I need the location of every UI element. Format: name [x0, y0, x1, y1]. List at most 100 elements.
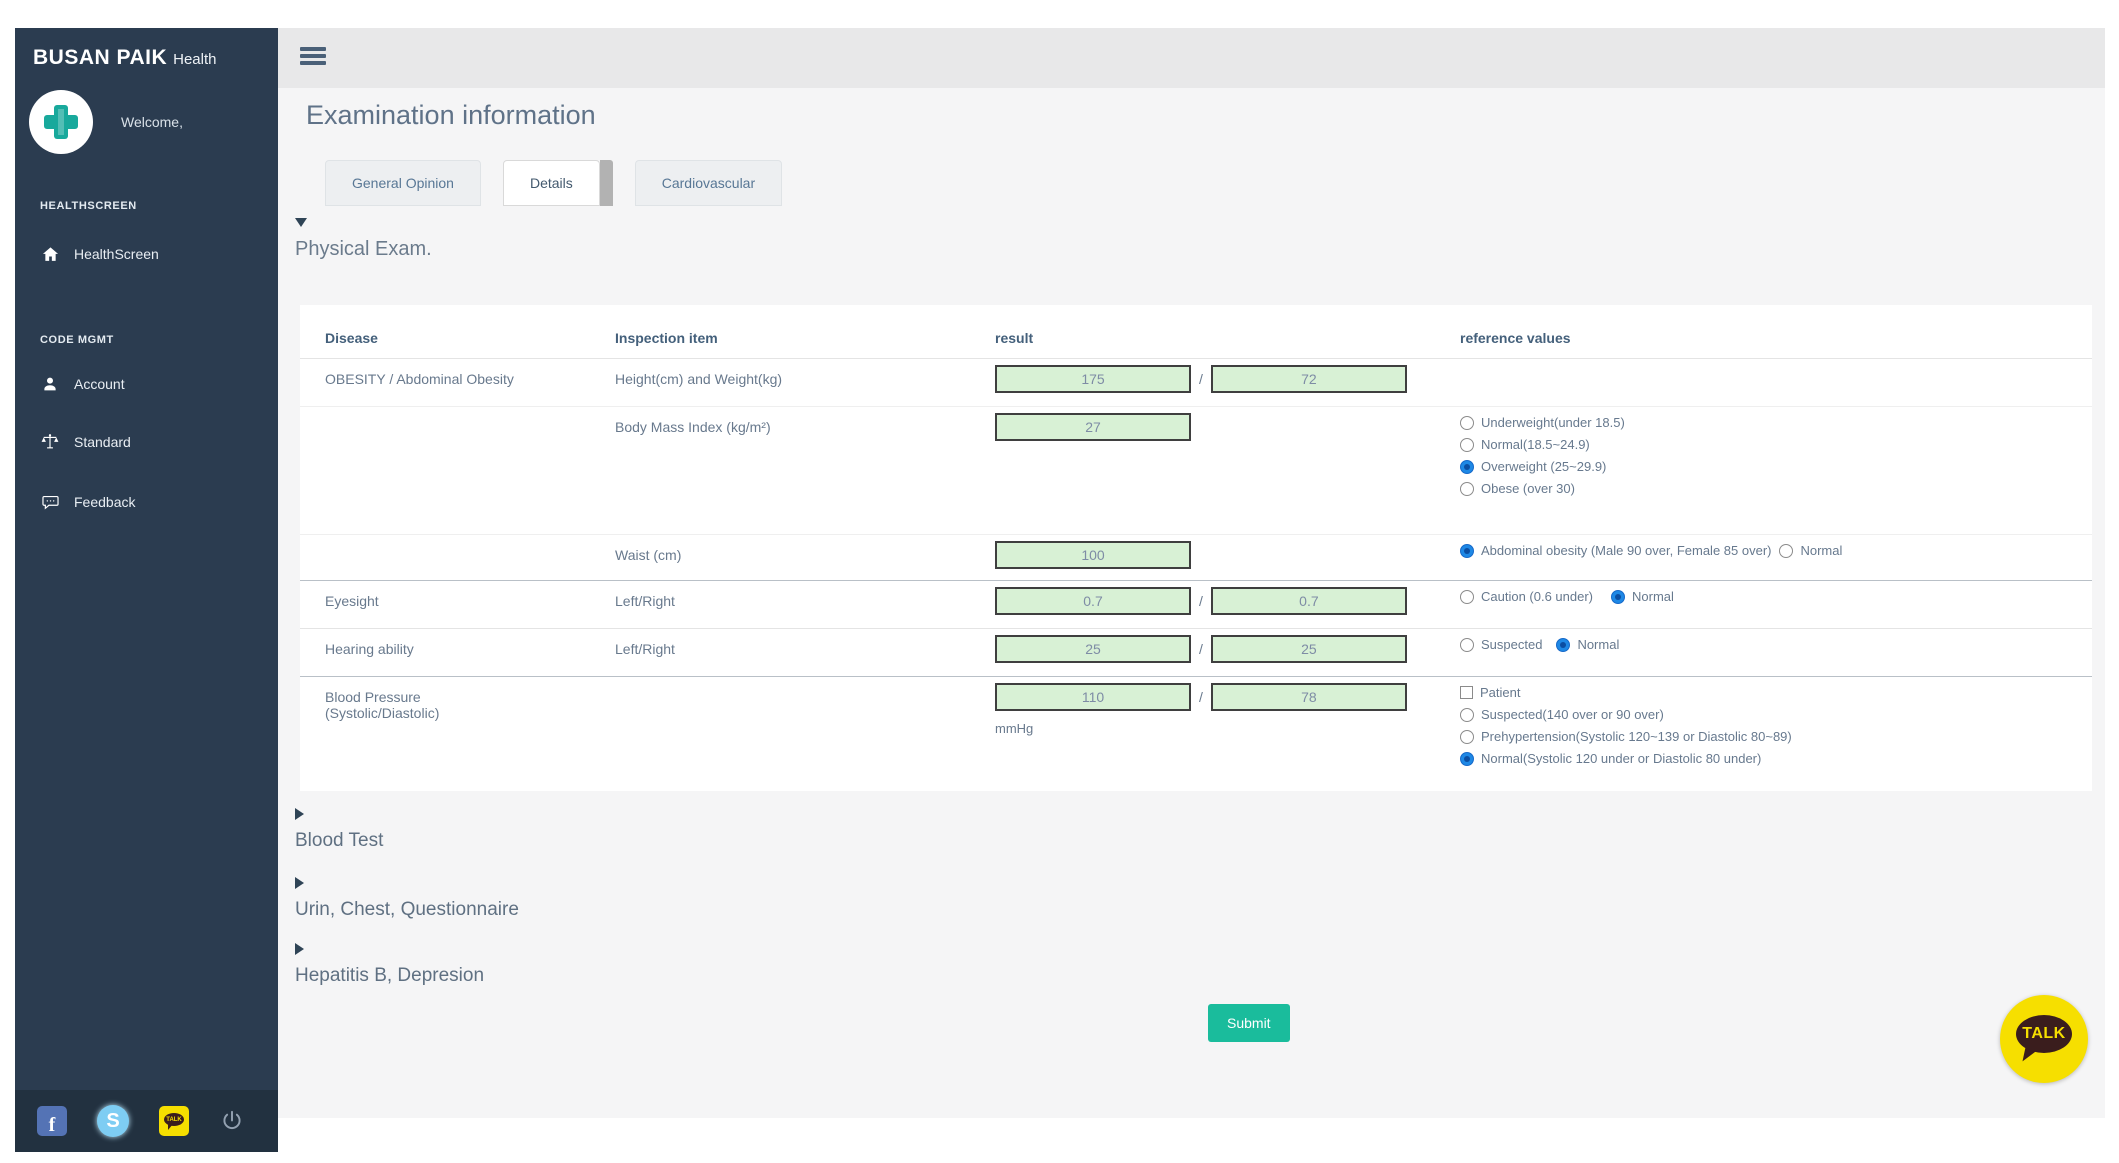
submit-button[interactable]: Submit	[1208, 1004, 1290, 1042]
sidebar-item-label: Account	[74, 376, 125, 392]
power-icon[interactable]	[219, 1108, 245, 1134]
col-header-disease: Disease	[325, 330, 378, 346]
radio-icon	[1779, 543, 1794, 558]
diastolic-input[interactable]	[1210, 683, 1407, 711]
radio-underweight[interactable]: Underweight(under 18.5)	[1460, 415, 1625, 430]
brand-title: BUSAN PAIK	[33, 46, 168, 69]
kakao-talk-bubble: TALK	[2016, 1015, 2072, 1053]
table-row: Waist (cm) Abdominal obesity (Male 90 ov…	[300, 534, 2092, 580]
sidebar-item-account[interactable]: Account	[40, 374, 125, 394]
skype-icon[interactable]: S	[97, 1105, 129, 1137]
facebook-icon[interactable]: f	[37, 1106, 67, 1136]
blood-test-collapse-toggle[interactable]	[295, 808, 304, 820]
eyesight-left-input[interactable]	[995, 587, 1191, 615]
home-icon	[40, 244, 60, 264]
hepatitis-section-label[interactable]: Hepatitis B, Depresion	[295, 965, 485, 986]
hearing-right-input[interactable]	[1210, 635, 1407, 663]
radio-icon	[1460, 437, 1474, 452]
triangle-right-icon	[295, 808, 304, 820]
tab-bar: General Opinion Details Cardiovascular	[325, 160, 783, 206]
hearing-left-input[interactable]	[995, 635, 1191, 663]
sidebar-item-label: Feedback	[74, 494, 136, 510]
systolic-input[interactable]	[995, 683, 1191, 711]
kakaotalk-icon[interactable]: TALK	[159, 1106, 189, 1136]
radio-checked-icon	[1460, 751, 1474, 766]
item-cell: Height(cm) and Weight(kg)	[615, 371, 783, 387]
radio-icon	[1460, 729, 1474, 744]
table-row: Body Mass Index (kg/m²) Underweight(unde…	[300, 406, 2092, 534]
radio-prehypertension[interactable]: Prehypertension(Systolic 120~139 or Dias…	[1460, 729, 1792, 744]
radio-checked-icon	[1460, 459, 1474, 474]
radio-checked-icon	[1556, 637, 1571, 652]
radio-suspected-bp[interactable]: Suspected(140 over or 90 over)	[1460, 707, 1664, 722]
waist-input[interactable]	[995, 541, 1191, 569]
welcome-row: Welcome,	[29, 90, 183, 154]
brand: BUSAN PAIK Health	[15, 28, 278, 80]
item-cell: Left/Right	[615, 593, 675, 609]
radio-caution-eyesight[interactable]: Caution (0.6 under)	[1460, 589, 1593, 604]
col-header-item: Inspection item	[615, 330, 718, 346]
triangle-right-icon	[295, 943, 304, 955]
radio-normal-hearing[interactable]: Normal	[1556, 637, 1619, 652]
height-input[interactable]	[995, 365, 1191, 393]
checkbox-icon	[1460, 686, 1473, 699]
radio-normal-bmi[interactable]: Normal(18.5~24.9)	[1460, 437, 1590, 452]
tab-scrollbar[interactable]	[599, 160, 613, 206]
radio-overweight[interactable]: Overweight (25~29.9)	[1460, 459, 1606, 474]
table-row: OBESITY / Abdominal Obesity Height(cm) a…	[300, 358, 2092, 406]
sidebar-item-feedback[interactable]: Feedback	[40, 492, 135, 512]
table-header-row: Disease Inspection item result reference…	[300, 305, 2092, 358]
table-row: Eyesight Left/Right / Caution (0.6 under…	[300, 580, 2092, 628]
menu-toggle-icon[interactable]	[300, 47, 326, 68]
blood-test-section-label[interactable]: Blood Test	[295, 830, 384, 851]
tab-general-opinion[interactable]: General Opinion	[325, 160, 481, 206]
disease-cell: Eyesight	[325, 593, 379, 609]
sidebar-footer: f S TALK	[15, 1090, 278, 1152]
sidebar-item-label: HealthScreen	[74, 246, 159, 262]
radio-suspected-hearing[interactable]: Suspected	[1460, 637, 1542, 652]
radio-abdominal-obesity[interactable]: Abdominal obesity (Male 90 over, Female …	[1460, 543, 1771, 558]
weight-input[interactable]	[1210, 365, 1407, 393]
item-cell: Waist (cm)	[615, 547, 682, 563]
page-title: Examination information	[306, 100, 596, 130]
sidebar: BUSAN PAIK Health Welcome, HEALTHSCREEN H…	[15, 28, 278, 1152]
checkbox-patient[interactable]: Patient	[1460, 685, 1520, 700]
radio-obese[interactable]: Obese (over 30)	[1460, 481, 1575, 496]
hospital-logo	[29, 90, 93, 154]
bmi-input[interactable]	[995, 413, 1191, 441]
welcome-text: Welcome,	[121, 114, 183, 130]
mmhg-unit-label: mmHg	[995, 721, 1034, 736]
sidebar-section-codemgmt: CODE MGMT	[40, 334, 114, 346]
eyesight-right-input[interactable]	[1210, 587, 1407, 615]
physical-exam-table: Disease Inspection item result reference…	[300, 305, 2092, 791]
table-row: Hearing ability Left/Right / Suspected N…	[300, 628, 2092, 676]
sidebar-item-label: Standard	[74, 434, 131, 450]
scales-icon	[40, 432, 60, 452]
sidebar-item-standard[interactable]: Standard	[40, 432, 131, 452]
feedback-bubble-icon	[40, 492, 60, 512]
tab-details[interactable]: Details	[502, 160, 600, 206]
item-cell: Body Mass Index (kg/m²)	[615, 419, 771, 435]
radio-normal-bp[interactable]: Normal(Systolic 120 under or Diastolic 8…	[1460, 751, 1761, 766]
hepatitis-collapse-toggle[interactable]	[295, 943, 304, 955]
main-content: Examination information General Opinion …	[278, 28, 2105, 1118]
physical-exam-collapse-toggle[interactable]	[295, 218, 307, 227]
disease-cell: Hearing ability	[325, 641, 414, 657]
disease-cell: Blood Pressure (Systolic/Diastolic)	[325, 689, 440, 721]
urin-chest-section-label[interactable]: Urin, Chest, Questionnaire	[295, 899, 519, 920]
triangle-down-icon	[295, 218, 307, 227]
sidebar-item-healthscreen[interactable]: HealthScreen	[40, 244, 159, 264]
urin-chest-collapse-toggle[interactable]	[295, 877, 304, 889]
radio-normal-waist[interactable]: Normal	[1779, 543, 1842, 558]
disease-cell: OBESITY / Abdominal Obesity	[325, 371, 514, 387]
tab-cardiovascular[interactable]: Cardiovascular	[634, 160, 783, 206]
kakaotalk-float-button[interactable]: TALK	[2000, 995, 2088, 1083]
person-icon	[40, 374, 60, 394]
col-header-result: result	[995, 330, 1034, 346]
col-header-reference: reference values	[1460, 330, 1571, 346]
item-cell: Left/Right	[615, 641, 675, 657]
radio-icon	[1460, 637, 1474, 652]
radio-icon	[1460, 707, 1474, 722]
radio-normal-eyesight[interactable]: Normal	[1611, 589, 1674, 604]
